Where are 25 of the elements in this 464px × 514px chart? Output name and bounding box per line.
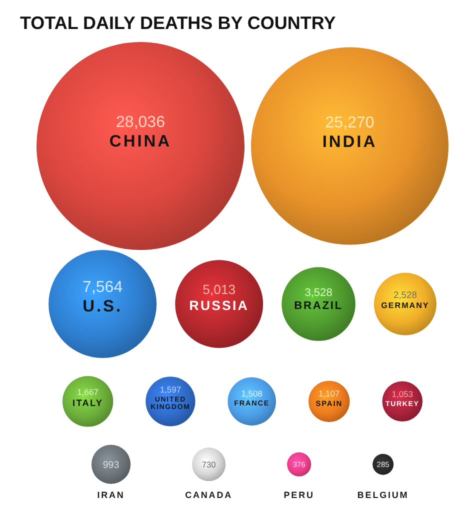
category-label: ITALY [72,398,104,408]
data-label: 993 [102,460,120,471]
category-label: GERMANY [381,300,430,310]
category-label: CHINA [109,132,172,150]
data-label: 28,036 [116,114,166,131]
category-label: CANADA [185,490,233,500]
data-label: 1,508 [241,388,263,398]
data-label: 3,528 [304,286,332,299]
category-label: PERU [284,490,314,500]
data-label: 1,053 [392,389,414,400]
data-label: 5,013 [202,282,236,298]
category-label: INDIA [322,133,378,152]
text: TOTAL DAILY DEATHS BY COUNTRY [20,13,336,33]
category-label: RUSSIA [189,298,249,314]
category-label: IRAN [97,490,125,500]
data-label: 2,528 [394,290,417,300]
data-label: 25,270 [325,114,374,132]
data-label: 1,107 [318,388,340,399]
data-label: 1,667 [77,387,99,398]
category-label: U.S. [82,297,123,316]
data-label: 730 [202,459,216,470]
category-label: BELGIUM [357,490,409,500]
data-label: 1,597 [160,384,182,395]
category-label: BRAZIL [294,300,343,312]
data-label: 7,564 [82,278,123,296]
